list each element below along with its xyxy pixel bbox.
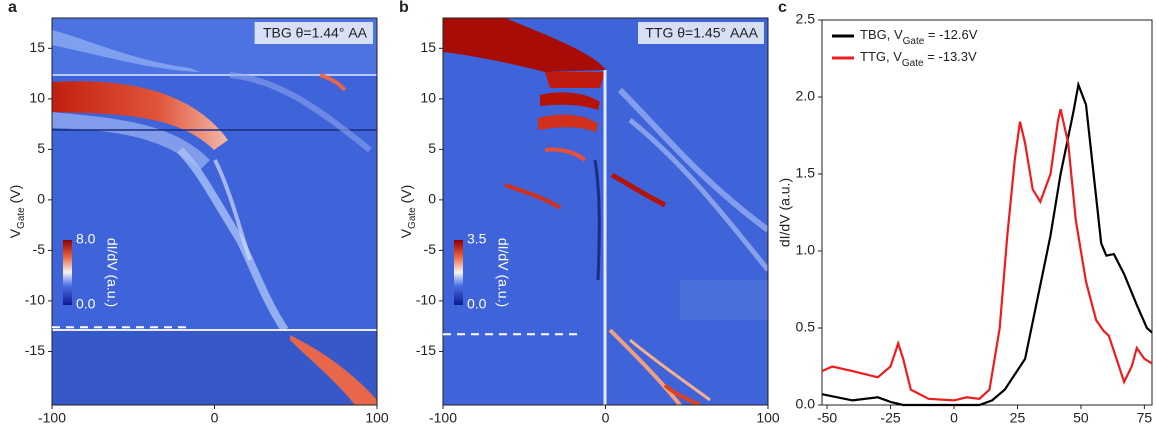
legend-label-part: TBG, V bbox=[860, 27, 903, 42]
x-tick-label: 75 bbox=[1137, 410, 1153, 425]
y-axis-label: VGate (V) bbox=[7, 185, 27, 239]
y-tick-label: -10 bbox=[25, 292, 45, 308]
y-tick-label: 0.0 bbox=[796, 396, 816, 412]
y-axis-label: dI/dV (a.u.) bbox=[777, 178, 793, 247]
x-tick-label: 0 bbox=[950, 410, 958, 425]
x-tick-label: -100 bbox=[429, 410, 457, 425]
x-tick-label: 100 bbox=[756, 410, 780, 425]
y-tick-label: 2.0 bbox=[796, 88, 816, 104]
plot-frame bbox=[821, 19, 1153, 406]
x-tick-label: 50 bbox=[1073, 410, 1089, 425]
y-tick-label: -10 bbox=[416, 292, 436, 308]
panel-label: c bbox=[778, 0, 787, 16]
legend-label-part: Gate bbox=[903, 36, 925, 47]
y-tick-label: 5 bbox=[428, 140, 436, 156]
colorbar bbox=[454, 240, 463, 305]
y-tick-label: 0 bbox=[428, 191, 436, 207]
colorbar-tick-label: 0.0 bbox=[467, 296, 487, 312]
y-tick-label: 15 bbox=[420, 39, 436, 55]
legend-label-part: = -12.6V bbox=[924, 27, 977, 42]
colorbar bbox=[63, 240, 72, 305]
y-tick-label: -15 bbox=[416, 342, 436, 358]
heatmap-image bbox=[443, 18, 768, 405]
x-tick-label: -50 bbox=[817, 410, 837, 425]
y-tick-label: -15 bbox=[25, 342, 45, 358]
series-line bbox=[821, 109, 1153, 402]
x-tick-label: -100 bbox=[38, 410, 66, 425]
y-tick-label: 5 bbox=[37, 140, 45, 156]
y-axis-label: VGate (V) bbox=[398, 185, 418, 239]
y-axis-label-part: Gate bbox=[16, 207, 27, 229]
panel-label: a bbox=[8, 0, 17, 16]
y-tick-label: -5 bbox=[33, 241, 46, 257]
y-tick-label: 10 bbox=[420, 90, 436, 106]
y-tick-label: 15 bbox=[29, 39, 45, 55]
colorbar-tick-label: 3.5 bbox=[467, 231, 487, 247]
annotation-box bbox=[254, 22, 373, 44]
y-axis-label-part: V bbox=[7, 228, 23, 238]
panel-label: b bbox=[399, 0, 409, 16]
colorbar-label: dI/dV (a.u.) bbox=[104, 238, 120, 307]
y-axis-label-part: V bbox=[398, 228, 414, 238]
x-tick-label: 100 bbox=[365, 410, 389, 425]
colorbar-label: dI/dV (a.u.) bbox=[495, 238, 511, 307]
y-tick-label: 2.5 bbox=[796, 11, 816, 27]
colorbar-tick-label: 0.0 bbox=[76, 296, 96, 312]
x-tick-label: -25 bbox=[880, 410, 900, 425]
series-line bbox=[821, 80, 1153, 407]
y-tick-label: 0.5 bbox=[796, 319, 816, 335]
annotation: TBG θ=1.44° AA bbox=[263, 25, 368, 41]
y-tick-label: 1.5 bbox=[796, 165, 816, 181]
y-tick-label: 0 bbox=[37, 191, 45, 207]
y-tick-label: 10 bbox=[29, 90, 45, 106]
y-axis-label-part: (V) bbox=[7, 185, 23, 208]
annotation: TTG θ=1.45° AAA bbox=[645, 25, 758, 41]
annotation-box bbox=[638, 22, 764, 44]
x-tick-label: 25 bbox=[1010, 410, 1026, 425]
x-tick-label: 0 bbox=[602, 410, 610, 425]
heatmap-image bbox=[52, 18, 377, 405]
y-tick-label: -5 bbox=[424, 241, 437, 257]
legend-label-part: TTG, V bbox=[860, 49, 902, 64]
legend-label-part: Gate bbox=[902, 58, 924, 69]
y-axis-label-part: (V) bbox=[398, 185, 414, 208]
y-tick-label: 1.0 bbox=[796, 242, 816, 258]
colorbar-tick-label: 8.0 bbox=[76, 231, 96, 247]
legend-label: TTG, VGate = -13.3V bbox=[860, 49, 977, 69]
y-axis-label-part: Gate bbox=[407, 207, 418, 229]
legend-label-part: = -13.3V bbox=[924, 49, 977, 64]
x-tick-label: 0 bbox=[211, 410, 219, 425]
legend-label: TBG, VGate = -12.6V bbox=[860, 27, 978, 47]
